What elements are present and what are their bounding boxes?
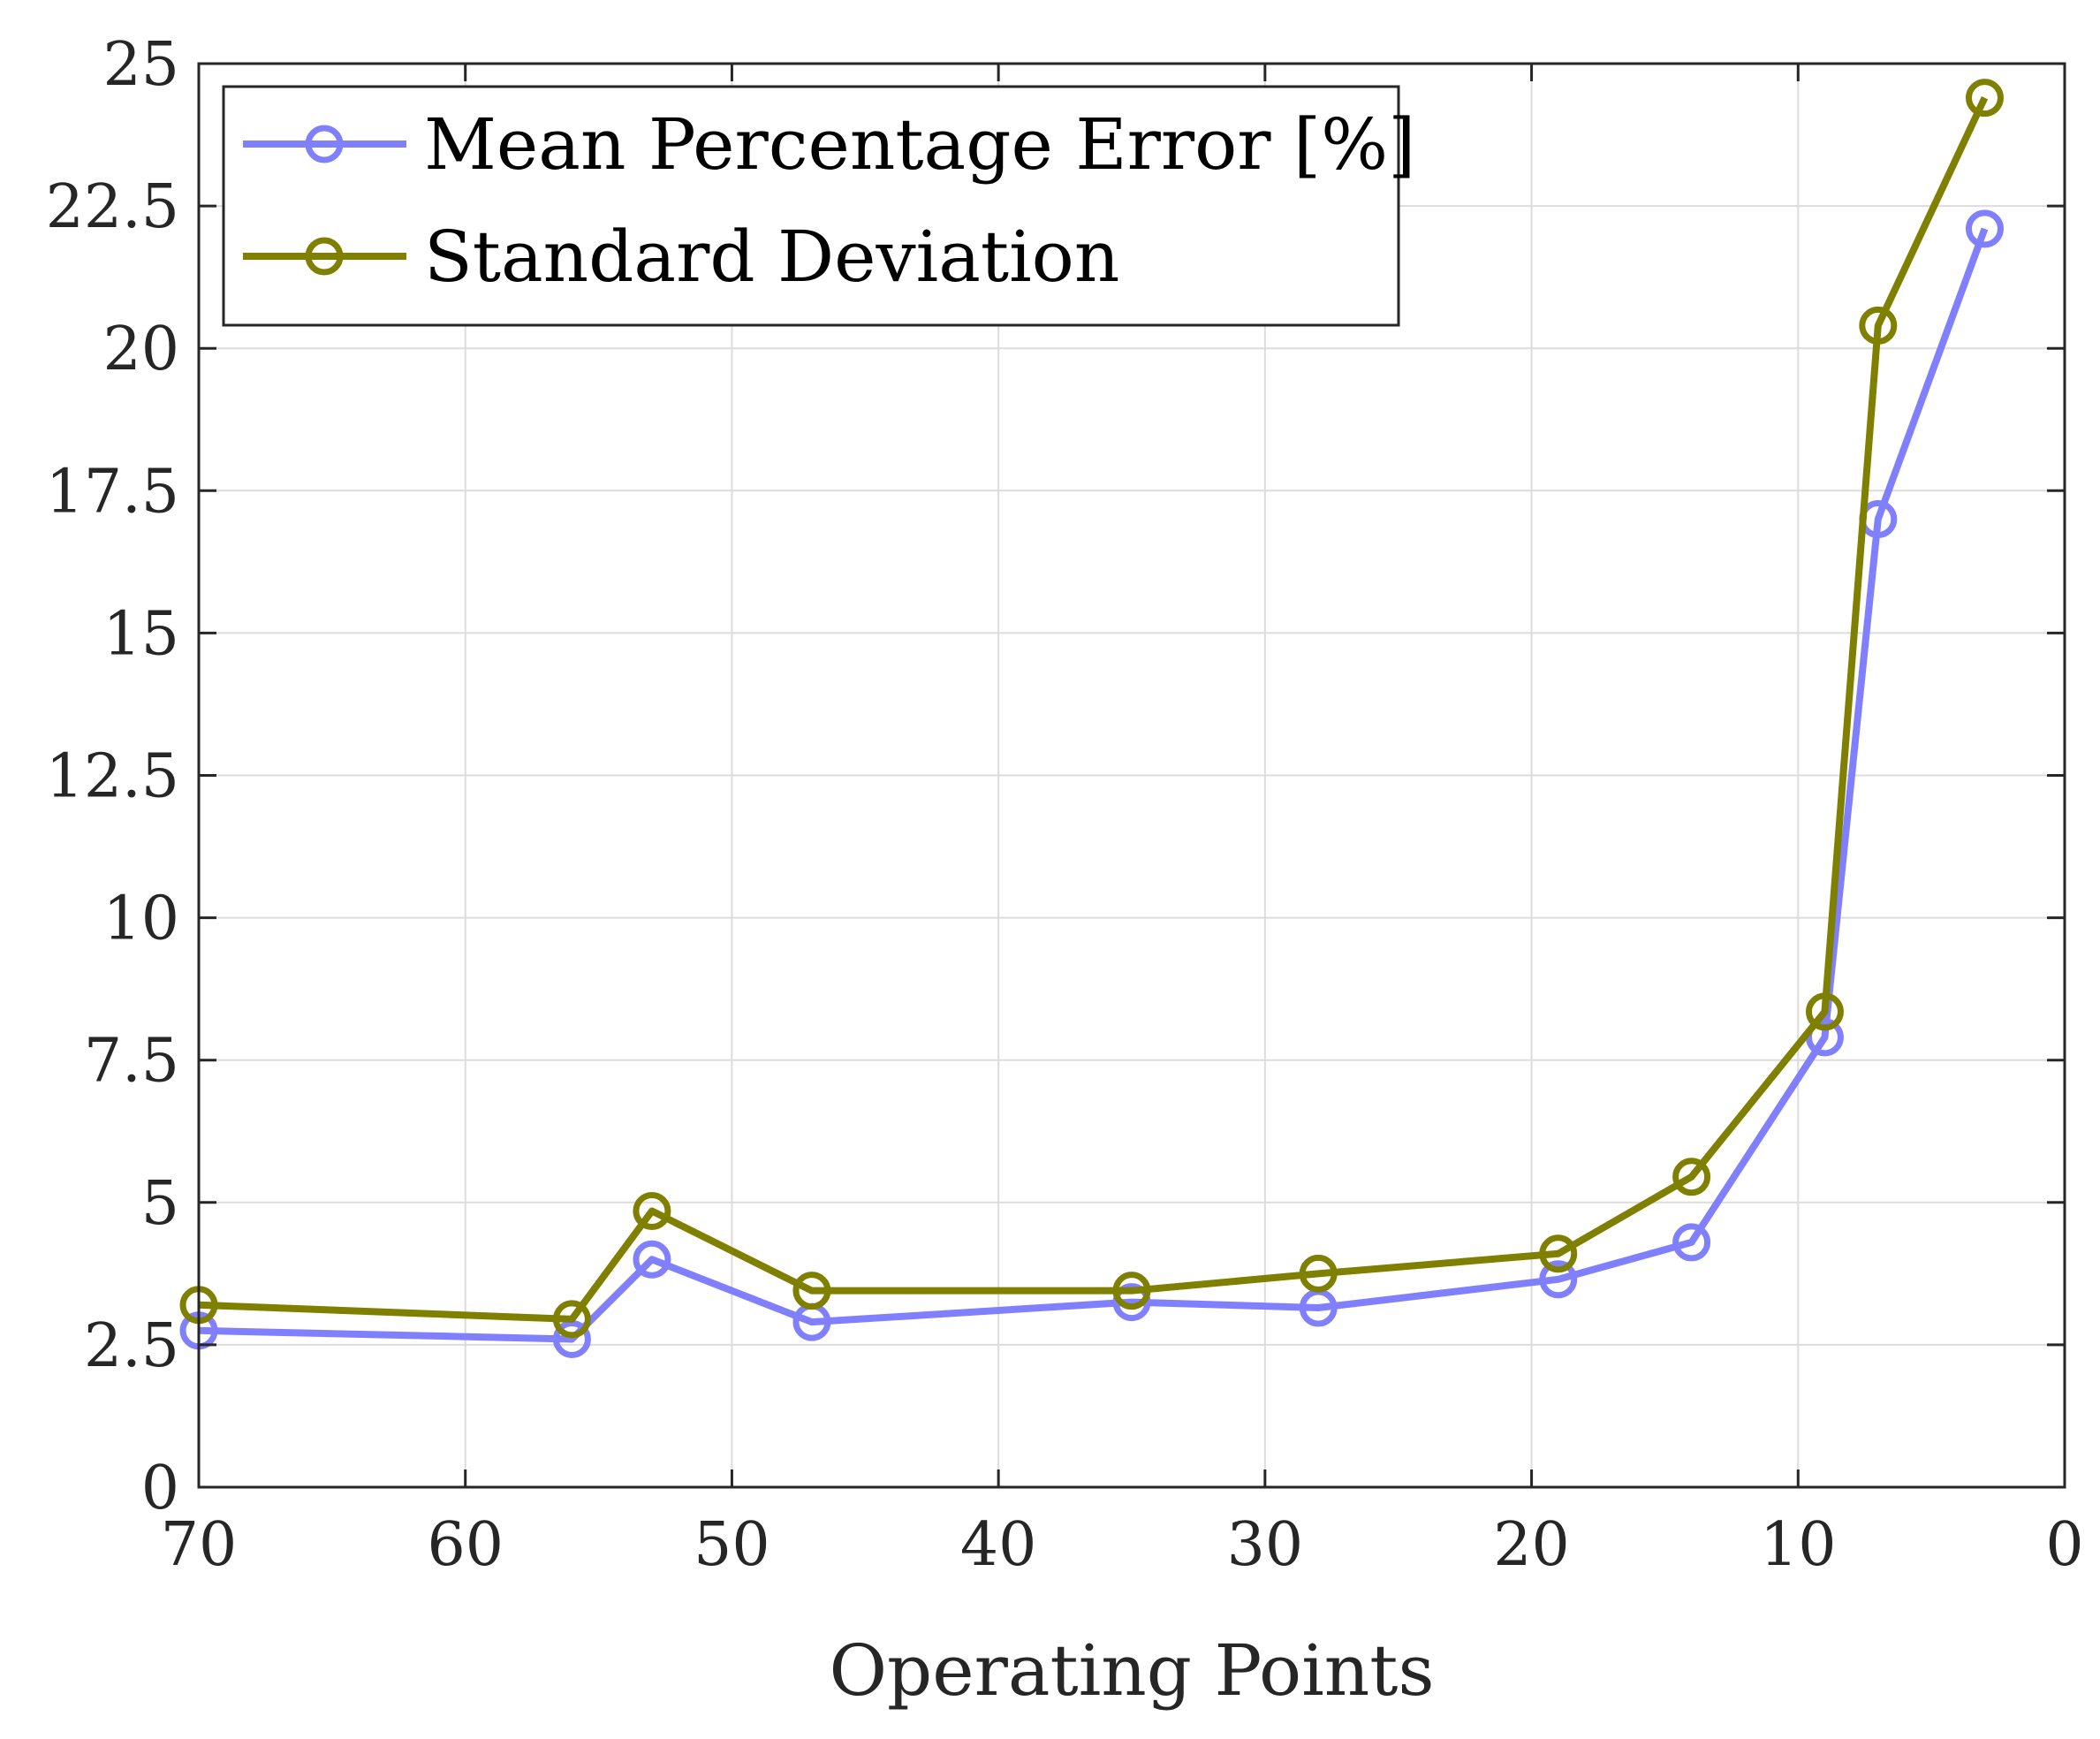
x-tick-label: 10 [1760, 1510, 1837, 1580]
legend-item-1: Mean Percentage Error [%] [243, 103, 1415, 186]
data-point [1672, 1158, 1711, 1196]
y-tick-label: 17.5 [46, 457, 179, 527]
x-tick-label: 0 [2045, 1510, 2083, 1580]
y-tick-label: 0 [141, 1454, 179, 1523]
y-tick-label: 22.5 [46, 172, 179, 242]
legend-marker [305, 237, 344, 276]
ticks [197, 62, 2066, 1489]
y-tick-label: 7.5 [84, 1027, 179, 1097]
y-tick-label: 2.5 [84, 1311, 179, 1381]
x-tick-label: 60 [427, 1510, 504, 1580]
legend-label: Standard Deviation [424, 216, 1119, 298]
legend-marker [305, 125, 344, 163]
data-point [633, 1191, 671, 1230]
data-point [552, 1319, 591, 1358]
y-tick-label: 20 [102, 315, 179, 384]
series-line [198, 227, 1989, 1343]
y-tick-label: 5 [141, 1169, 179, 1239]
legend-label: Mean Percentage Error [%] [424, 103, 1415, 186]
data-point [1965, 209, 2004, 248]
data-point [1805, 992, 1844, 1031]
data-point [1112, 1283, 1151, 1322]
data-point [1672, 1223, 1711, 1262]
series-layer [179, 79, 2004, 1358]
x-tick-label: 40 [960, 1510, 1037, 1580]
data-point [1112, 1272, 1151, 1310]
y-tick-label: 25 [102, 30, 179, 100]
data-point [1859, 306, 1898, 345]
y-tick-label: 15 [102, 599, 179, 669]
legend-box [222, 85, 1400, 327]
data-point [552, 1300, 591, 1339]
data-point [633, 1240, 671, 1279]
x-tick-label: 50 [694, 1510, 770, 1580]
data-point [792, 1272, 831, 1310]
y-tick-labels: 0 2.5 5 7.5 10 12.5 15 17.5 20 22.5 25 [46, 30, 179, 1523]
series-line [198, 95, 1989, 1323]
x-tick-labels: 70 60 50 40 30 20 10 0 [161, 1510, 2084, 1580]
x-tick-label: 20 [1493, 1510, 1570, 1580]
legend-item-2: Standard Deviation [243, 216, 1119, 298]
data-point [1539, 1234, 1578, 1273]
legend: Mean Percentage Error [%] Standard Deviat… [222, 85, 1415, 327]
x-tick-label: 70 [161, 1510, 238, 1580]
data-point [1539, 1260, 1578, 1299]
y-tick-label: 12.5 [46, 742, 179, 812]
data-point [1965, 79, 2004, 118]
series-2 [179, 79, 2004, 1339]
y-tick-label: 10 [102, 885, 179, 954]
data-point [1299, 1254, 1338, 1293]
data-point [1805, 1018, 1844, 1057]
x-tick-label: 30 [1227, 1510, 1304, 1580]
x-axis-title: Operating Points [829, 1629, 1434, 1712]
series-1 [179, 209, 2004, 1358]
